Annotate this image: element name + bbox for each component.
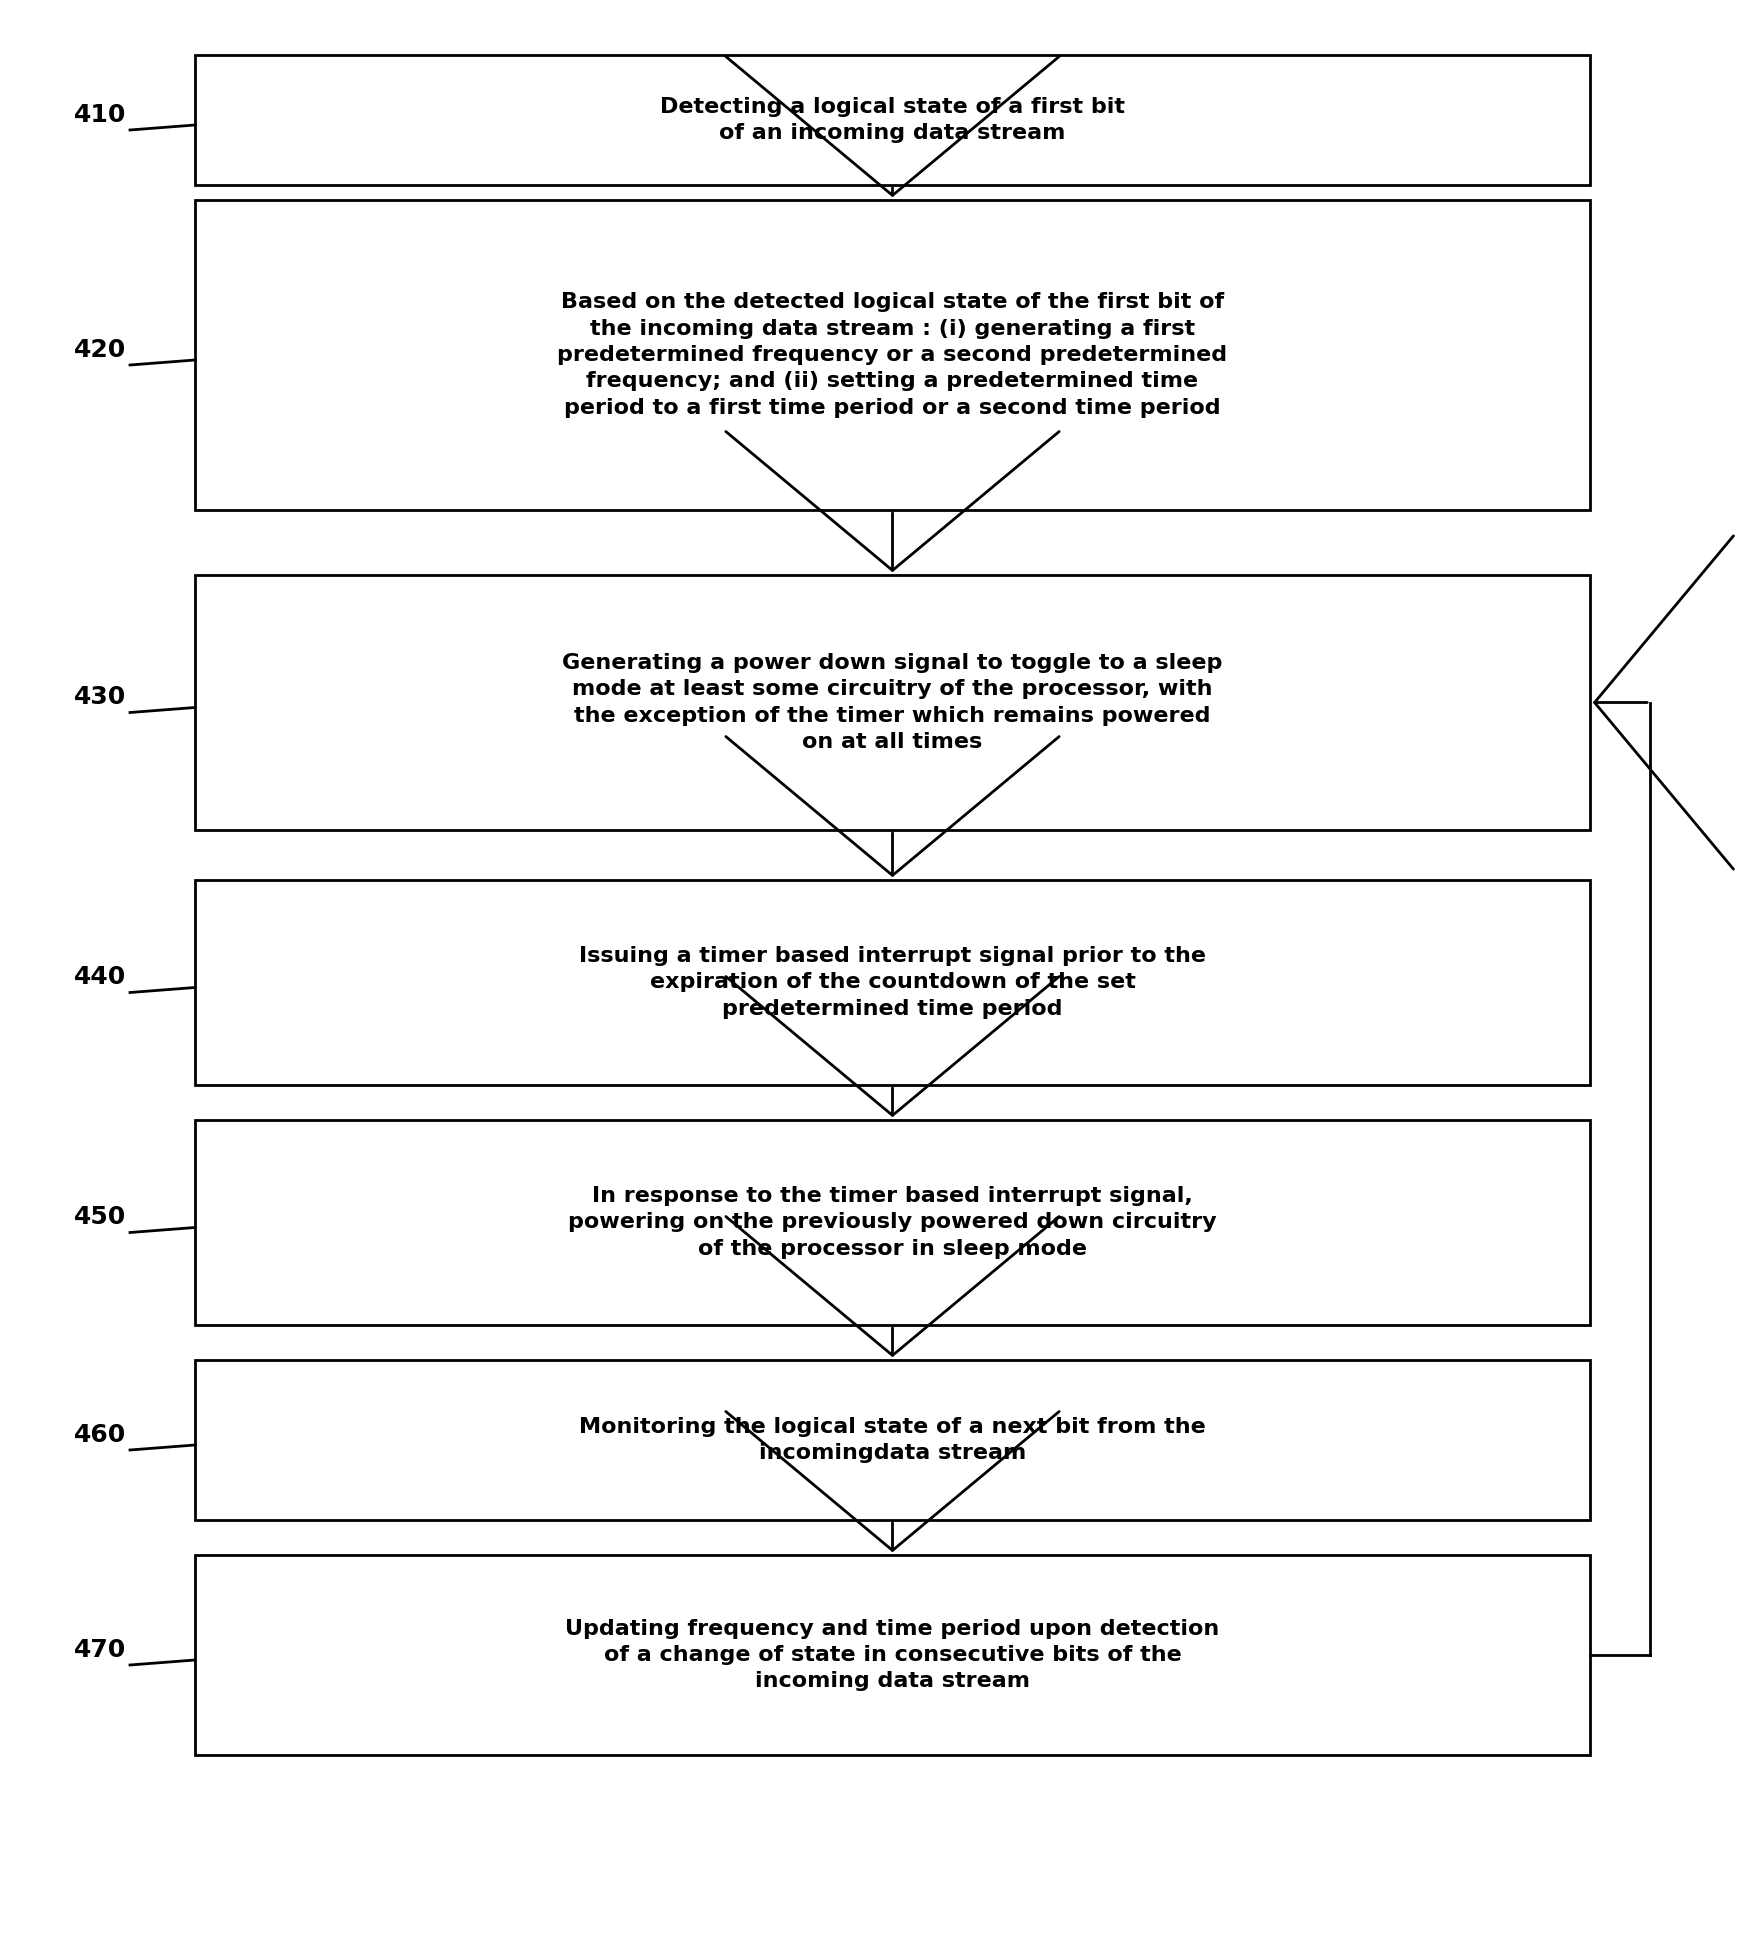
Text: 440: 440 — [73, 966, 126, 990]
Text: 470: 470 — [73, 1638, 126, 1661]
Text: 430: 430 — [73, 685, 126, 709]
Text: Generating a power down signal to toggle to a sleep
mode at least some circuitry: Generating a power down signal to toggle… — [563, 652, 1222, 752]
Text: 420: 420 — [73, 338, 126, 361]
Text: In response to the timer based interrupt signal,
powering on the previously powe: In response to the timer based interrupt… — [568, 1187, 1217, 1259]
Bar — [194, 1120, 1589, 1325]
Text: 410: 410 — [73, 103, 126, 127]
Text: Issuing a timer based interrupt signal prior to the
expiration of the countdown : Issuing a timer based interrupt signal p… — [579, 947, 1206, 1019]
Bar — [194, 576, 1589, 830]
Text: Monitoring the logical state of a next bit from the
incomingdata stream: Monitoring the logical state of a next b… — [579, 1417, 1204, 1464]
Text: Based on the detected logical state of the first bit of
the incoming data stream: Based on the detected logical state of t… — [558, 293, 1227, 418]
Text: Detecting a logical state of a first bit
of an incoming data stream: Detecting a logical state of a first bit… — [659, 98, 1124, 142]
Bar — [194, 1556, 1589, 1755]
Bar — [194, 1361, 1589, 1521]
Text: 460: 460 — [73, 1423, 126, 1446]
Bar — [194, 880, 1589, 1085]
Bar — [194, 199, 1589, 509]
Text: Updating frequency and time period upon detection
of a change of state in consec: Updating frequency and time period upon … — [565, 1618, 1218, 1690]
Text: 450: 450 — [73, 1206, 126, 1230]
Bar — [194, 55, 1589, 185]
